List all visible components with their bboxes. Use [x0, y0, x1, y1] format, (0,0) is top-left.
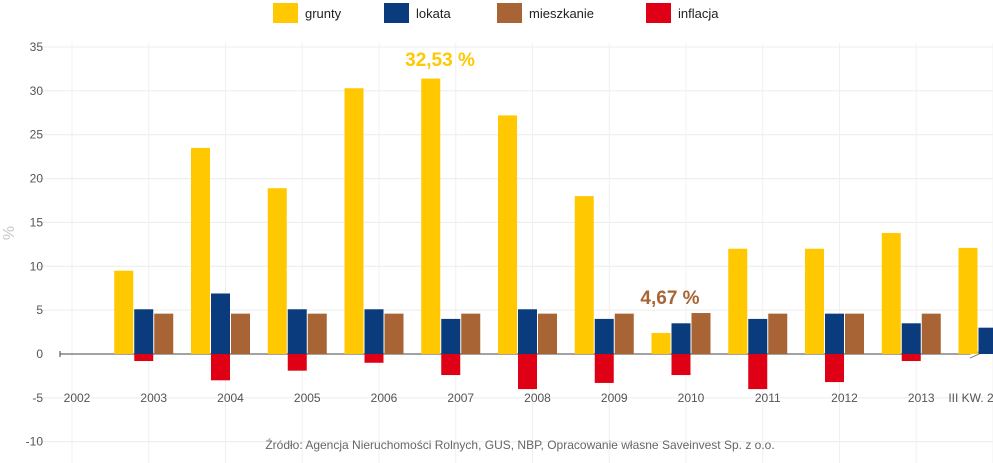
y-tick-label: 30 [30, 84, 44, 98]
bar-grunty-2004 [191, 147, 210, 354]
bar-grunty-2005 [267, 188, 287, 354]
bar-grunty-2013 [881, 232, 901, 354]
annotation-label: 4,67 % [640, 288, 699, 309]
bar-lokata-2010 [671, 323, 691, 354]
x-tick-label: 2007 [447, 391, 474, 405]
bar-grunty-2008 [498, 115, 517, 354]
bar-grunty-2007 [421, 78, 441, 354]
y-axis-label: % [1, 226, 18, 240]
legend-label-mieszkanie: mieszkanie [529, 6, 594, 21]
source-note: Źródło: Agencja Nieruchomości Rolnych, G… [265, 437, 774, 452]
bar-grunty-2010 [651, 332, 671, 354]
bar-grunty-iii-kw.-2014 [958, 247, 978, 354]
y-tick-label: 20 [30, 172, 44, 186]
bar-lokata-2005 [287, 309, 307, 354]
bar-lokata-2007 [441, 318, 461, 354]
bar-lokata-2011 [748, 318, 768, 354]
bar-inflacja-2006 [364, 354, 384, 363]
bar-inflacja-2004 [211, 354, 230, 381]
x-tick-label: 2008 [524, 391, 551, 405]
bar-mieszkanie-2011 [768, 313, 788, 354]
bar-mieszkanie-2004 [231, 313, 250, 354]
bar-mieszkanie-2012 [845, 313, 864, 354]
x-axis-ticks: 2002 2003 2004 2005 2006 2007 2008 2009 2010 2011… [64, 391, 993, 405]
bar-grunty-2009 [574, 196, 594, 354]
x-tick-label: 2011 [755, 391, 781, 405]
legend-label-lokata: lokata [416, 6, 451, 21]
y-tick-label: -5 [32, 391, 43, 405]
annotations: 32,53 % 4,67 % [405, 50, 700, 309]
bar-lokata-2003 [134, 309, 154, 354]
y-tick-label: 5 [36, 303, 43, 317]
annotation-label: 32,53 % [405, 50, 475, 71]
y-tick-label: 25 [30, 128, 44, 142]
bar-lokata-2013 [901, 323, 921, 354]
legend: grunty lokata mieszkanie inflacja [273, 3, 719, 23]
bar-inflacja-2009 [594, 354, 614, 383]
x-tick-label: 2006 [371, 391, 398, 405]
x-tick-label: III KW. 2014 [948, 391, 993, 405]
bar-lokata-iii-kw.-2014 [978, 327, 993, 354]
bar-lokata-2012 [825, 313, 844, 354]
bar-lokata-2009 [594, 318, 614, 354]
bar-mieszkanie-2007 [461, 313, 481, 354]
legend-label-inflacja: inflacja [678, 6, 719, 21]
bar-inflacja-2013 [901, 354, 921, 362]
bar-grunty-2012 [805, 248, 824, 354]
bar-mieszkanie-2006 [384, 313, 404, 354]
y-tick-label: 0 [36, 347, 43, 361]
legend-swatch-lokata [384, 3, 409, 23]
bar-mieszkanie-2013 [921, 313, 941, 354]
bar-mieszkanie-2005 [307, 313, 327, 354]
x-tick-label: 2010 [678, 391, 705, 405]
bar-inflacja-2005 [287, 354, 307, 371]
bar-grunty-2003 [114, 270, 134, 354]
bar-mieszkanie-2010 [691, 313, 711, 354]
bars [114, 78, 993, 390]
bar-mieszkanie-2003 [154, 313, 174, 354]
bar-lokata-2008 [518, 309, 537, 354]
bar-mieszkanie-2008 [538, 313, 557, 354]
x-tick-label: 2012 [831, 391, 858, 405]
bar-grunty-2006 [344, 88, 364, 355]
bar-inflacja-2011 [748, 354, 768, 390]
bar-lokata-2004 [211, 293, 230, 354]
bar-inflacja-2007 [441, 354, 461, 376]
x-tick-label: 2002 [64, 391, 91, 405]
bar-mieszkanie-2009 [614, 313, 634, 354]
x-tick-label: 2013 [908, 391, 935, 405]
legend-swatch-mieszkanie [497, 3, 522, 23]
y-tick-label: 15 [30, 215, 44, 229]
x-tick-label: 2005 [294, 391, 321, 405]
bar-inflacja-2012 [825, 354, 844, 383]
y-tick-label: -10 [26, 435, 44, 449]
bar-inflacja-2008 [518, 354, 537, 390]
bar-inflacja-2003 [134, 354, 154, 362]
bar-inflacja-2010 [671, 354, 691, 376]
x-tick-label: 2003 [140, 391, 167, 405]
bar-lokata-2006 [364, 309, 384, 354]
x-tick-label: 2004 [217, 391, 244, 405]
legend-swatch-grunty [273, 3, 298, 23]
y-axis-ticks: -10 -5 0 5 10 15 20 25 30 35 [26, 40, 44, 449]
bar-grunty-2011 [728, 248, 748, 354]
y-tick-label: 35 [30, 40, 44, 54]
legend-swatch-inflacja [646, 3, 671, 23]
x-tick-label: 2009 [601, 391, 628, 405]
legend-label-grunty: grunty [305, 6, 342, 21]
y-tick-label: 10 [30, 259, 44, 273]
